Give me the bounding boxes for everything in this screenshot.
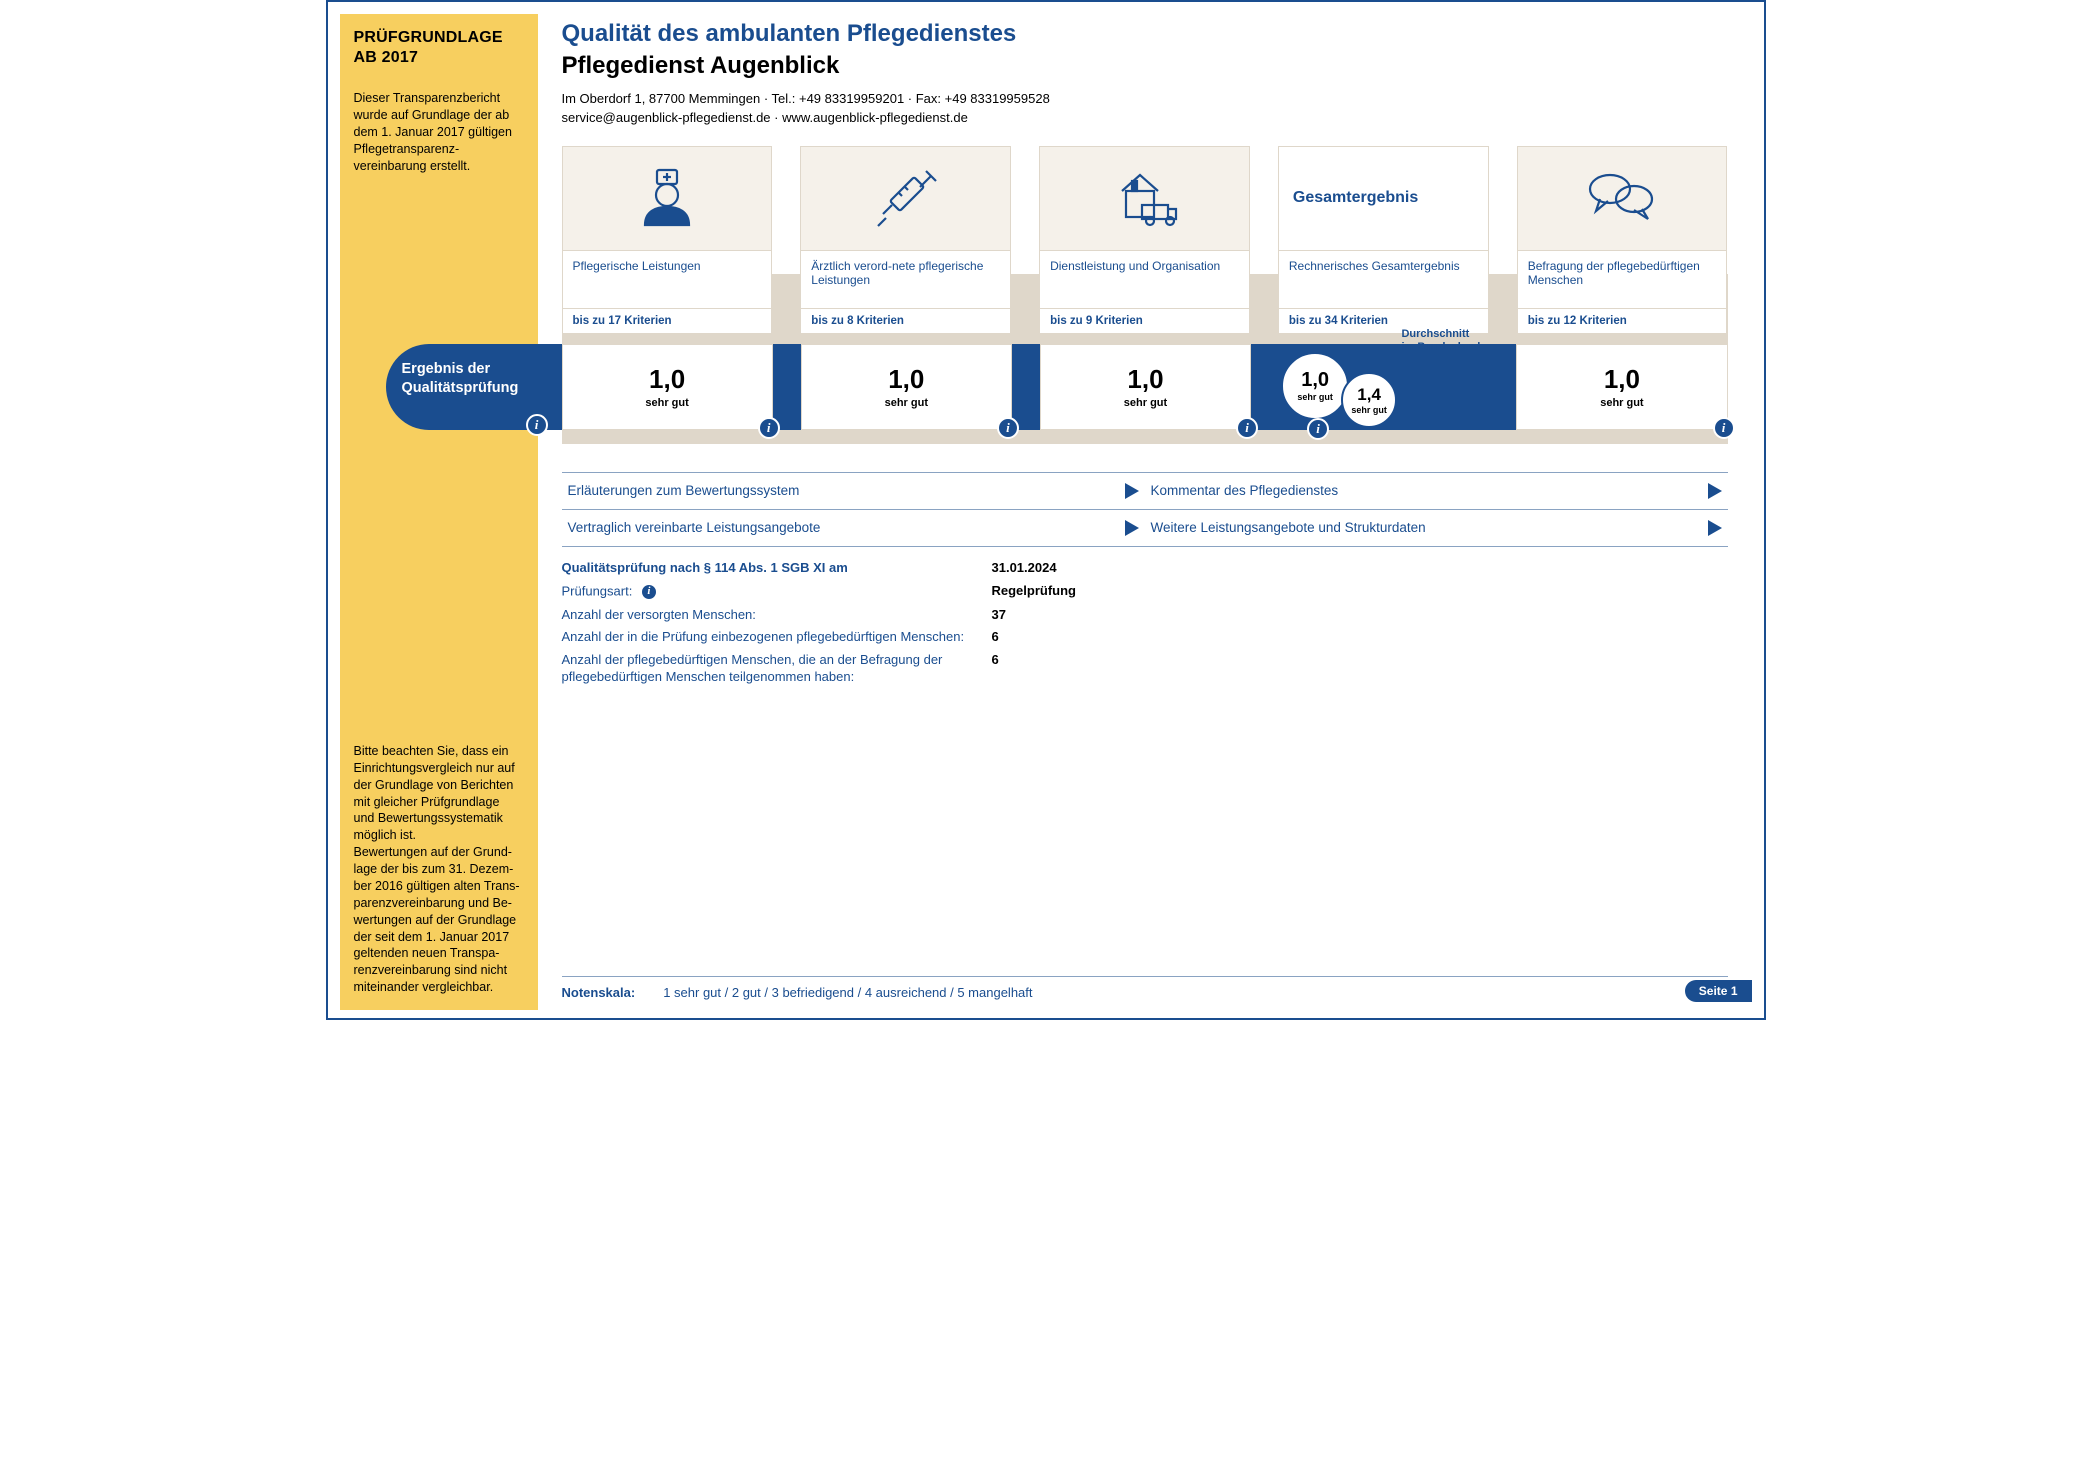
score-value: 1,0	[1127, 364, 1163, 395]
page: PRÜFGRUNDLAGE AB 2017 Dieser Transparenz…	[326, 0, 1766, 1020]
card-befragung: Befragung der pflegebedürftigen Menschen…	[1517, 146, 1728, 334]
avg-score-circle: 1,4 sehr gut	[1341, 372, 1397, 428]
card-criteria: bis zu 9 Kriterien	[1039, 309, 1250, 334]
info-icon[interactable]: i	[526, 414, 548, 436]
info-icon[interactable]: i	[1713, 417, 1735, 439]
avg-score-rating: sehr gut	[1351, 405, 1387, 415]
score-box-2: 1,0 sehr gut i	[801, 344, 1012, 430]
score-value: 1,0	[1604, 364, 1640, 395]
score-rating: sehr gut	[645, 397, 688, 409]
score-rating: sehr gut	[1297, 392, 1333, 402]
result-band-label-l1: Ergebnis der	[402, 360, 562, 380]
house-truck-icon	[1039, 146, 1250, 251]
card-label: Rechnerisches Gesamtergebnis	[1278, 251, 1489, 309]
result-band-label-l2: Qualitätsprüfung	[402, 379, 562, 399]
avg-label-l2: im Bundesland	[1401, 341, 1480, 355]
score-box-1: 1,0 sehr gut i	[562, 344, 773, 430]
card-label: Dienstleistung und Organisation	[1039, 251, 1250, 309]
detail-label: Qualitätsprüfung nach § 114 Abs. 1 SGB X…	[562, 560, 992, 577]
link-label: Weitere Leistungsangebote und Strukturda…	[1151, 520, 1426, 535]
link-contracted[interactable]: Vertraglich vereinbarte Leistungsangebot…	[562, 510, 1145, 547]
links-section: Erläuterungen zum Bewertungssystem Komme…	[562, 472, 1728, 547]
contact-line-1: Im Oberdorf 1, 87700 Memmingen · Tel.: +…	[562, 90, 1728, 109]
speech-bubbles-icon	[1517, 146, 1728, 251]
main: Qualität des ambulanten Pflegedienstes P…	[538, 14, 1752, 1006]
link-label: Vertraglich vereinbarte Leistungsangebot…	[568, 520, 821, 535]
sidebar: PRÜFGRUNDLAGE AB 2017 Dieser Transparenz…	[340, 14, 538, 1010]
detail-value: 6	[992, 629, 999, 646]
sidebar-heading-l1: PRÜFGRUNDLAGE	[354, 28, 524, 48]
result-band-label: Ergebnis der Qualitätsprüfung	[402, 360, 562, 399]
footer-scale: 1 sehr gut / 2 gut / 3 befriedigend / 4 …	[663, 985, 1032, 1000]
gesamt-heading: Gesamtergebnis	[1278, 146, 1489, 251]
info-icon[interactable]: i	[1307, 418, 1329, 440]
sidebar-note-2: Bitte beachten Sie, dass ein Einrichtung…	[354, 743, 524, 996]
detail-value: 31.01.2024	[992, 560, 1057, 577]
page-title: Qualität des ambulanten Pflegedienstes	[562, 20, 1728, 48]
card-gesamt: Gesamtergebnis Rechnerisches Gesamtergeb…	[1278, 146, 1489, 334]
detail-value: 37	[992, 607, 1006, 624]
detail-label: Anzahl der pflegebedürftigen Menschen, d…	[562, 652, 992, 686]
card-aerztlich: Ärztlich verord-nete pflegerische Leistu…	[800, 146, 1011, 334]
title-block: Qualität des ambulanten Pflegedienstes P…	[538, 14, 1752, 80]
score-box-gesamt: Durchschnitt im Bundesland 1,0 sehr gut …	[1279, 344, 1488, 430]
card-label: Pflegerische Leistungen	[562, 251, 773, 309]
footer-label: Notenskala:	[562, 985, 636, 1000]
info-icon[interactable]: i	[640, 583, 658, 601]
score-box-3: 1,0 sehr gut i	[1040, 344, 1251, 430]
score-value: 1,0	[649, 364, 685, 395]
score-rating: sehr gut	[885, 397, 928, 409]
link-label: Kommentar des Pflegedienstes	[1151, 483, 1339, 498]
score-value: 1,0	[888, 364, 924, 395]
scores-row: 1,0 sehr gut i 1,0 sehr gut i 1,0 sehr g…	[562, 344, 1728, 430]
detail-value: Regelprüfung	[992, 583, 1077, 601]
info-icon[interactable]: i	[997, 417, 1019, 439]
card-pflegerische: Pflegerische Leistungen bis zu 17 Kriter…	[562, 146, 773, 334]
detail-label-text: Prüfungsart:	[562, 583, 633, 598]
score-rating: sehr gut	[1124, 397, 1167, 409]
score-box-survey: 1,0 sehr gut i	[1516, 344, 1727, 430]
card-label: Ärztlich verord-nete pflegerische Leistu…	[800, 251, 1011, 309]
triangle-icon	[1708, 520, 1722, 536]
facility-name: Pflegedienst Augenblick	[562, 52, 1728, 80]
link-further[interactable]: Weitere Leistungsangebote und Strukturda…	[1145, 510, 1728, 547]
detail-label: Anzahl der versorgten Menschen:	[562, 607, 992, 624]
card-criteria: bis zu 8 Kriterien	[800, 309, 1011, 334]
contact-block: Im Oberdorf 1, 87700 Memmingen · Tel.: +…	[538, 80, 1752, 128]
rating-section: Ergebnis der Qualitätsprüfung i Pflegeri…	[562, 146, 1728, 446]
detail-label: Prüfungsart: i	[562, 583, 992, 601]
detail-value: 6	[992, 652, 999, 686]
avg-score-value: 1,4	[1357, 385, 1381, 405]
avg-label-l1: Durchschnitt	[1401, 328, 1480, 342]
triangle-icon	[1125, 483, 1139, 499]
card-dienstleistung: Dienstleistung und Organisation bis zu 9…	[1039, 146, 1250, 334]
link-label: Erläuterungen zum Bewertungssystem	[568, 483, 800, 498]
card-criteria: bis zu 17 Kriterien	[562, 309, 773, 334]
triangle-icon	[1708, 483, 1722, 499]
triangle-icon	[1125, 520, 1139, 536]
sidebar-note-1: Dieser Transparenzbericht wurde auf Grun…	[354, 90, 524, 174]
info-icon[interactable]: i	[758, 417, 780, 439]
footer: Notenskala: 1 sehr gut / 2 gut / 3 befri…	[562, 976, 1728, 1000]
info-icon[interactable]: i	[1236, 417, 1258, 439]
cards-row: Pflegerische Leistungen bis zu 17 Kriter…	[562, 146, 1728, 334]
sidebar-heading-l2: AB 2017	[354, 48, 524, 68]
link-comment[interactable]: Kommentar des Pflegedienstes	[1145, 473, 1728, 510]
gesamt-score-circle: 1,0 sehr gut	[1281, 352, 1349, 420]
syringe-icon	[800, 146, 1011, 251]
link-explanations[interactable]: Erläuterungen zum Bewertungssystem	[562, 473, 1145, 510]
contact-line-2: service@augenblick-pflegedienst.de · www…	[562, 109, 1728, 128]
page-number-tab: Seite 1	[1685, 980, 1752, 1002]
average-label: Durchschnitt im Bundesland	[1401, 328, 1480, 356]
details-section: Qualitätsprüfung nach § 114 Abs. 1 SGB X…	[562, 557, 1728, 689]
nurse-icon	[562, 146, 773, 251]
detail-label: Anzahl der in die Prüfung einbezogenen p…	[562, 629, 992, 646]
card-criteria: bis zu 12 Kriterien	[1517, 309, 1728, 334]
score-value: 1,0	[1301, 369, 1329, 392]
score-rating: sehr gut	[1600, 397, 1643, 409]
card-label: Befragung der pflegebedürftigen Menschen	[1517, 251, 1728, 309]
